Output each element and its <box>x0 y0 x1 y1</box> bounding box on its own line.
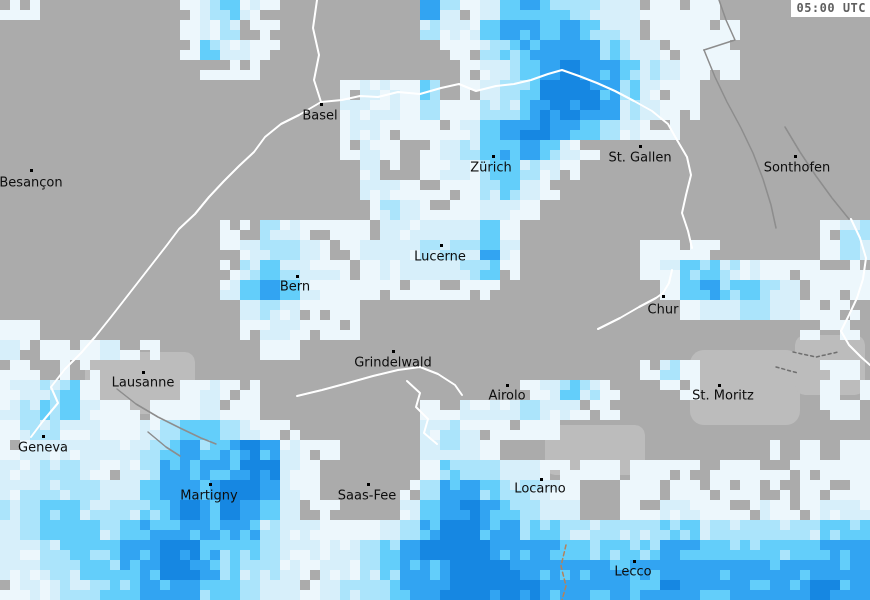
city-dot <box>392 350 395 353</box>
city-dot <box>296 275 299 278</box>
city-dot <box>440 244 443 247</box>
city-dot <box>142 371 145 374</box>
city-dot <box>320 103 323 106</box>
city-dot <box>506 384 509 387</box>
timestamp-overlay: 05:00 UTC <box>791 0 870 17</box>
city-dot <box>367 483 370 486</box>
city-dot <box>633 560 636 563</box>
city-dot <box>492 155 495 158</box>
city-dot <box>30 169 33 172</box>
city-dot <box>794 155 797 158</box>
city-dot <box>209 483 212 486</box>
city-dot <box>42 435 45 438</box>
city-dot <box>639 145 642 148</box>
city-dot <box>662 295 665 298</box>
city-dot <box>540 478 543 481</box>
city-dot <box>718 384 721 387</box>
